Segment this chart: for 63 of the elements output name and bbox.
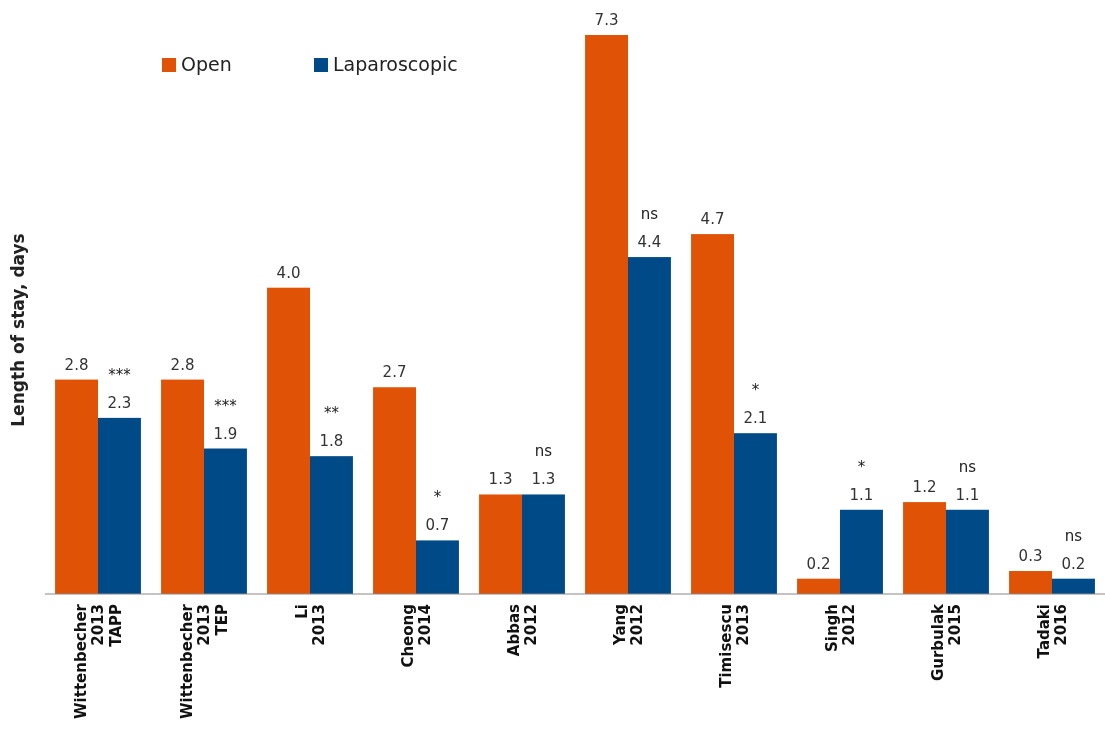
- annotation: ns: [1064, 526, 1083, 545]
- x-tick-label: Singh 2012: [822, 604, 858, 653]
- annotation: *: [751, 381, 760, 400]
- x-tick-label: Wittenbecher 2013 TAPP: [72, 603, 125, 719]
- bar: [98, 417, 141, 594]
- x-tick-label: Gurbulak 2015: [928, 602, 964, 682]
- bar: [585, 35, 628, 594]
- x-tick-label: Timisescu 2013: [716, 604, 752, 688]
- x-tick-label: Tadaki 2016: [1034, 604, 1070, 659]
- data-label: 2.8: [64, 355, 89, 374]
- data-label: 4.0: [276, 263, 301, 282]
- bar: [55, 379, 98, 594]
- bar: [479, 494, 522, 594]
- data-label: 1.1: [849, 485, 874, 504]
- x-tick-label: Abbas 2012: [504, 603, 540, 657]
- annotation: **: [323, 404, 340, 423]
- bar: [161, 379, 204, 594]
- data-label: 1.3: [531, 470, 556, 489]
- annotation: ns: [958, 457, 977, 476]
- annotation: *: [857, 457, 866, 476]
- bar: [797, 578, 840, 594]
- data-label: 2.1: [743, 409, 768, 428]
- annotation: ***: [108, 365, 132, 384]
- legend-label: Open: [181, 53, 232, 75]
- data-label: 1.2: [912, 478, 937, 497]
- data-label: 0.2: [806, 554, 831, 573]
- x-tick-label: Li 2013: [292, 604, 328, 646]
- annotation: ns: [640, 205, 659, 224]
- bar: [691, 234, 734, 594]
- bar: [628, 257, 671, 594]
- data-label: 0.2: [1061, 554, 1086, 573]
- bar: [903, 502, 946, 594]
- x-tick-label: Cheong 2014: [398, 604, 434, 668]
- data-label: 7.3: [594, 11, 619, 29]
- data-label: 2.7: [382, 363, 407, 382]
- bar: [1052, 578, 1095, 594]
- data-label: 1.8: [319, 432, 344, 451]
- bar: [734, 433, 777, 594]
- annotation: ns: [534, 442, 553, 461]
- bar: [310, 456, 353, 594]
- data-label: 2.3: [107, 393, 132, 412]
- bar: [416, 540, 459, 594]
- x-tick-label: Yang 2012: [610, 604, 646, 647]
- data-label: 4.4: [637, 233, 662, 252]
- y-axis-title: Length of stay, days: [8, 233, 28, 427]
- data-label: 1.3: [488, 470, 513, 489]
- annotation: *: [433, 488, 442, 507]
- bar: [522, 494, 565, 594]
- data-label: 1.1: [955, 485, 980, 504]
- legend-label: Laparoscopic: [333, 53, 458, 75]
- annotation: ***: [214, 396, 238, 415]
- bar: [946, 509, 989, 594]
- data-label: 0.7: [425, 516, 450, 535]
- bar: [373, 387, 416, 594]
- data-label: 4.7: [700, 210, 725, 229]
- data-label: 2.8: [170, 355, 195, 374]
- bar: [1009, 571, 1052, 594]
- bar: [840, 509, 883, 594]
- bar: [204, 448, 247, 594]
- x-tick-label: Wittenbecher 2013 TEP: [178, 603, 231, 719]
- bar: [267, 287, 310, 594]
- data-label: 1.9: [213, 424, 238, 443]
- data-label: 0.3: [1018, 547, 1043, 566]
